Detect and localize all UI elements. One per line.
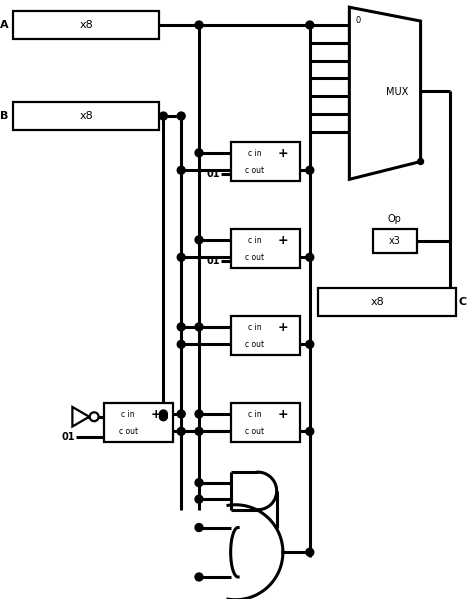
Circle shape [195, 479, 203, 486]
Circle shape [195, 427, 203, 435]
Circle shape [177, 410, 185, 418]
Text: +: + [151, 408, 161, 421]
Bar [318, 288, 456, 316]
Circle shape [177, 112, 185, 120]
Circle shape [306, 21, 314, 29]
Bar [373, 229, 417, 252]
Circle shape [306, 166, 314, 174]
Text: 01: 01 [206, 256, 219, 267]
Polygon shape [73, 407, 89, 427]
Circle shape [177, 340, 185, 349]
Bar [13, 102, 159, 130]
Circle shape [195, 149, 203, 157]
Circle shape [159, 410, 167, 418]
Bar [231, 403, 300, 442]
Text: +: + [277, 147, 288, 160]
Bar [13, 11, 159, 39]
Circle shape [159, 112, 167, 120]
Circle shape [195, 573, 203, 581]
Circle shape [195, 495, 203, 503]
Circle shape [177, 427, 185, 435]
Text: c in: c in [248, 149, 262, 158]
Circle shape [195, 21, 203, 29]
Circle shape [306, 548, 314, 556]
Circle shape [177, 323, 185, 331]
Text: x8: x8 [79, 111, 93, 121]
Circle shape [195, 236, 203, 244]
Polygon shape [349, 7, 420, 179]
Bar [231, 141, 300, 181]
Circle shape [159, 413, 167, 421]
Text: MUX: MUX [386, 87, 408, 98]
Circle shape [418, 158, 424, 164]
Text: c out: c out [246, 253, 264, 262]
Text: 01: 01 [62, 432, 75, 441]
Text: C: C [458, 297, 466, 307]
Circle shape [177, 166, 185, 174]
Bar [104, 403, 173, 442]
Text: +: + [277, 408, 288, 421]
Circle shape [306, 340, 314, 349]
Text: c out: c out [246, 166, 264, 175]
Circle shape [195, 524, 203, 532]
Circle shape [90, 412, 99, 421]
Text: x8: x8 [79, 20, 93, 30]
Circle shape [195, 410, 203, 418]
Bar [231, 229, 300, 268]
Circle shape [177, 253, 185, 261]
Bar [231, 316, 300, 355]
Circle shape [306, 253, 314, 261]
Text: Op: Op [388, 214, 402, 224]
Text: c out: c out [246, 340, 264, 349]
Text: x3: x3 [389, 235, 401, 246]
Text: c in: c in [248, 236, 262, 245]
Text: B: B [0, 111, 8, 121]
Circle shape [306, 427, 314, 435]
Text: c in: c in [248, 410, 262, 419]
Text: c in: c in [121, 410, 135, 419]
Text: 01: 01 [206, 169, 219, 179]
Text: 0: 0 [356, 16, 361, 25]
Text: x8: x8 [370, 297, 384, 307]
Text: A: A [0, 20, 8, 30]
Text: +: + [277, 234, 288, 247]
Text: c in: c in [248, 323, 262, 332]
Text: c out: c out [246, 427, 264, 436]
Circle shape [195, 323, 203, 331]
Text: c out: c out [118, 427, 138, 436]
Text: +: + [277, 321, 288, 334]
